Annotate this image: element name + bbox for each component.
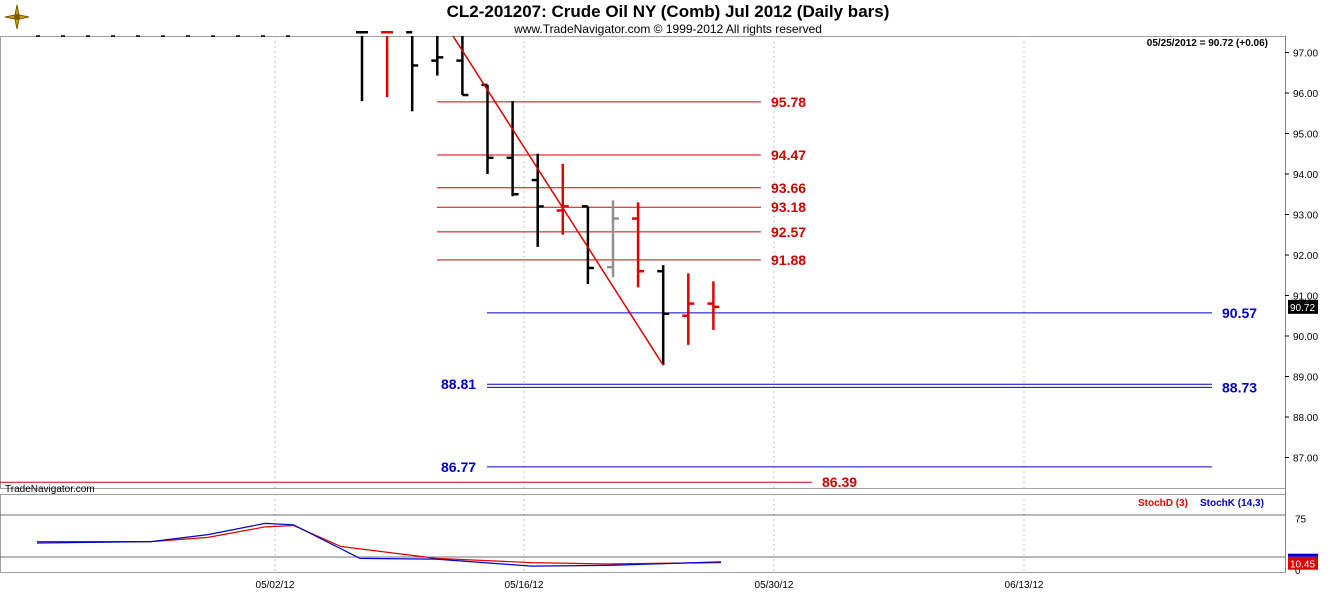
stoch-y-tick-label: 75 [1295, 515, 1307, 526]
fib-level-label: 86.39 [822, 474, 857, 490]
fib-level-label: 93.18 [771, 199, 806, 215]
fib-level-label: 91.88 [771, 252, 806, 268]
y-tick-label: 88.00 [1293, 413, 1318, 424]
last-price-box [1288, 299, 1318, 314]
y-tick-label: 94.00 [1293, 170, 1318, 181]
support-level-label: 86.77 [441, 459, 476, 475]
ohlc-bar [607, 200, 619, 278]
stoch-last-box [1288, 556, 1318, 570]
support-level-label: 90.57 [1222, 305, 1257, 321]
stochk-line [36, 522, 722, 567]
fib-level-label: 93.66 [771, 180, 806, 196]
ohlc-bar [682, 273, 695, 345]
y-tick-label: 91.00 [1293, 292, 1318, 303]
ohlc-bar [657, 265, 670, 366]
ohlc-bar [381, 31, 394, 98]
support-level-label: 88.73 [1222, 379, 1257, 395]
chart-subtitle: www.TradeNavigator.com © 1999-2012 All r… [514, 22, 822, 36]
price-panel-frame [0, 36, 1286, 489]
y-tick-label: 89.00 [1293, 373, 1318, 384]
last-quote: 05/25/2012 = 90.72 (+0.06) [1147, 38, 1268, 49]
watermark-label: TradeNavigator.com [5, 484, 95, 495]
y-tick-label: 92.00 [1293, 251, 1318, 262]
y-tick-label: 90.00 [1293, 332, 1318, 343]
trendline [452, 35, 664, 366]
indicator-panel-frame [0, 494, 1286, 573]
ohlc-bar [406, 31, 419, 112]
ohlc-bar [632, 202, 645, 288]
legend-stochk: StochK (14,3) [1200, 498, 1264, 509]
tradenavigator-logo-icon [2, 2, 32, 32]
x-tick-label: 05/30/12 [755, 580, 794, 591]
y-tick-label: 93.00 [1293, 211, 1318, 222]
chart-title: CL2-201207: Crude Oil NY (Comb) Jul 2012… [446, 2, 890, 21]
legend-stochd: StochD (3) [1138, 498, 1188, 509]
ohlc-bar [581, 205, 594, 285]
ohlc-bar [707, 281, 720, 330]
stochd-line [37, 524, 722, 565]
x-tick-label: 06/13/12 [1005, 580, 1044, 591]
y-tick-label: 97.00 [1293, 49, 1318, 60]
y-tick-label: 96.00 [1293, 89, 1318, 100]
stoch-last-label: 10.45 [1290, 560, 1315, 571]
stoch-last-box-k [1288, 553, 1318, 557]
ohlc-bar [556, 163, 569, 235]
x-tick-label: 05/02/12 [256, 580, 295, 591]
y-tick-label: 87.00 [1293, 454, 1318, 465]
fib-level-label: 94.47 [771, 147, 806, 163]
stoch-y-tick-label: 0 [1295, 566, 1301, 577]
fib-level-label: 92.57 [771, 224, 806, 240]
ohlc-bar [431, 36, 444, 76]
support-level-label: 88.81 [441, 376, 476, 392]
last-price-label: 90.72 [1290, 303, 1315, 314]
x-tick-label: 05/16/12 [505, 580, 544, 591]
ohlc-bar [456, 36, 469, 97]
y-tick-label: 95.00 [1293, 130, 1318, 141]
ohlc-bar [356, 31, 368, 102]
ohlc-bar [506, 101, 519, 197]
ohlc-bar [481, 83, 494, 174]
fib-level-label: 95.78 [771, 94, 806, 110]
